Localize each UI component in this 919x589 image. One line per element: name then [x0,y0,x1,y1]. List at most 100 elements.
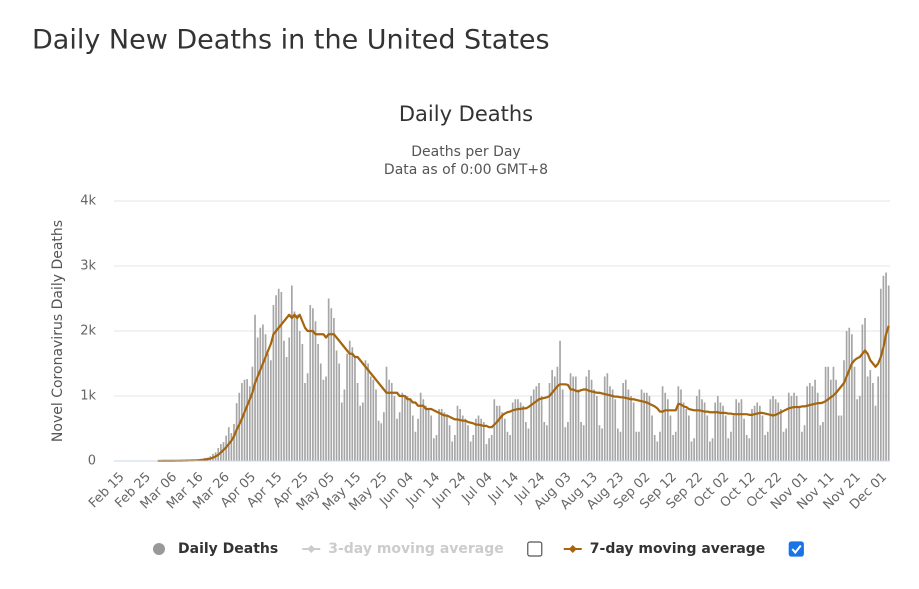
bar [840,415,843,461]
bar [380,423,383,461]
y-tick-label: 3k [80,259,96,274]
bar [464,418,467,461]
bar [356,383,359,461]
bar [630,396,632,461]
bar [761,415,764,461]
bar [361,402,364,461]
bar [590,379,593,461]
bar [780,409,782,461]
bar [340,402,343,461]
bar [567,422,569,461]
bar [858,396,861,461]
bar [472,435,475,461]
bar [538,383,540,461]
bar [640,389,643,461]
bar [879,288,882,461]
bar [795,396,798,461]
legend-item[interactable]: 7-day moving average [563,541,766,557]
bar [291,285,293,461]
bar [614,399,617,461]
bar [561,389,564,461]
bar [396,418,398,461]
bar [440,409,443,461]
bar [585,376,588,461]
bar [716,396,719,461]
legend-item[interactable]: 3-day moving average [302,541,504,557]
bar [851,334,853,461]
bar [480,418,482,461]
checkbox[interactable] [527,541,543,557]
bar [527,428,530,461]
bar [822,422,824,461]
bar [701,399,703,461]
bar [456,405,459,461]
bar [743,418,745,461]
bar [322,379,325,461]
bar [288,337,291,461]
bar [509,435,511,461]
bar [685,409,688,461]
bar [582,425,585,461]
bar [330,308,333,461]
bar [430,415,433,461]
bar [785,428,787,461]
bar [367,363,369,461]
bar [764,435,766,461]
bar [543,422,546,461]
bar [241,383,243,461]
bar [546,425,548,461]
bar [375,389,377,461]
bar [790,396,793,461]
bar [390,383,393,461]
bar [411,415,414,461]
bar [735,399,738,461]
checkbox[interactable] [788,541,804,557]
bar [827,366,830,461]
bar [540,396,543,461]
bar [506,431,509,461]
bar [482,422,485,461]
bar [740,399,743,461]
bar [845,331,848,461]
bar [256,337,259,461]
bar [887,285,890,461]
bar [672,435,674,461]
bar [264,334,267,461]
bar [714,402,716,461]
bar [230,433,233,461]
bar [556,366,559,461]
bar [706,415,709,461]
bar [262,324,264,461]
bar [448,425,451,461]
chart-title: Daily Deaths [399,102,533,126]
y-tick-label: 1k [80,389,96,404]
bar [756,402,759,461]
bar [711,438,714,461]
bar [753,405,756,461]
bar [782,431,785,461]
bar [853,366,856,461]
bar [333,318,335,461]
bar [759,405,761,461]
bar [404,396,406,461]
bar [248,386,251,461]
bar [383,412,385,461]
bar [724,415,727,461]
legend-item[interactable]: Daily Deaths [153,541,278,557]
bar [401,392,404,461]
bar [343,389,346,461]
bar [425,405,427,461]
bar [606,373,609,461]
bar [816,392,819,461]
bar [564,427,567,461]
bar [719,402,722,461]
bar [469,441,472,461]
bar [808,383,811,461]
bar [409,399,412,461]
bar [259,327,262,461]
bar [588,370,590,461]
bar [530,396,532,461]
bar [485,444,488,461]
chart-subtitle: Deaths per Day [411,144,520,160]
bar [869,370,872,461]
